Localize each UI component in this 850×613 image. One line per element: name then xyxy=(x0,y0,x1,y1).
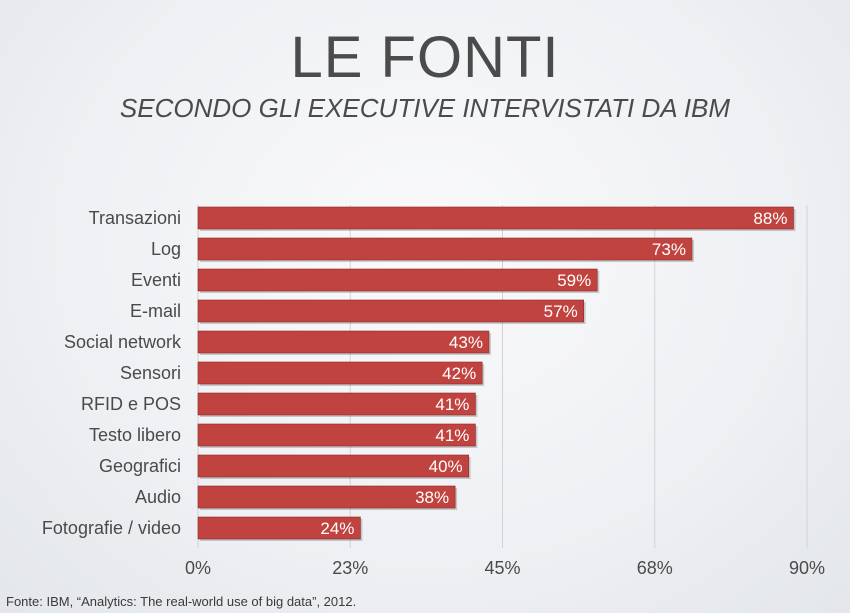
category-label: Testo libero xyxy=(89,425,181,445)
x-tick-label: 0% xyxy=(185,558,211,578)
bar xyxy=(197,299,585,323)
x-tick-labels: 0% 23% 45% 68% 90% xyxy=(185,558,825,578)
bar xyxy=(197,237,693,261)
x-tick-label: 90% xyxy=(789,558,825,578)
bar-value-label: 59% xyxy=(557,271,591,290)
source-note: Fonte: IBM, “Analytics: The real-world u… xyxy=(6,594,357,609)
category-label: E-mail xyxy=(130,301,181,321)
category-label: RFID e POS xyxy=(81,394,181,414)
category-label: Social network xyxy=(64,332,182,352)
bar-value-label: 42% xyxy=(442,364,476,383)
x-tick-label: 68% xyxy=(637,558,673,578)
bar xyxy=(197,268,598,292)
x-tick-label: 23% xyxy=(332,558,368,578)
bars: 88% 73% 59% 57% 43% 42% 41% 41% 40% 38% 24% xyxy=(197,206,796,541)
bar-value-label: 43% xyxy=(449,333,483,352)
category-labels: Transazioni Log Eventi E-mail Social network… xyxy=(42,208,182,538)
category-label: Audio xyxy=(135,487,181,507)
bar xyxy=(197,330,490,354)
bar-value-label: 88% xyxy=(753,209,787,228)
bar xyxy=(197,423,476,447)
category-label: Transazioni xyxy=(89,208,181,228)
bar xyxy=(197,485,456,509)
bar-value-label: 24% xyxy=(320,519,354,538)
bar xyxy=(197,206,794,230)
bar xyxy=(197,392,476,416)
bar-value-label: 73% xyxy=(652,240,686,259)
category-label: Eventi xyxy=(131,270,181,290)
category-label: Geografici xyxy=(99,456,181,476)
x-tick-label: 45% xyxy=(484,558,520,578)
bar xyxy=(197,454,469,478)
bar-value-label: 41% xyxy=(435,426,469,445)
category-label: Fotografie / video xyxy=(42,518,181,538)
category-label: Log xyxy=(151,239,181,259)
bar-value-label: 57% xyxy=(544,302,578,321)
chart-subtitle: SECONDO GLI EXECUTIVE INTERVISTATI DA IB… xyxy=(119,93,731,123)
bar xyxy=(197,361,483,385)
chart-title: LE FONTI xyxy=(290,25,560,90)
category-label: Sensori xyxy=(120,363,181,383)
bar-value-label: 38% xyxy=(415,488,449,507)
bar-value-label: 41% xyxy=(435,395,469,414)
bar xyxy=(197,516,361,540)
bar-value-label: 40% xyxy=(429,457,463,476)
